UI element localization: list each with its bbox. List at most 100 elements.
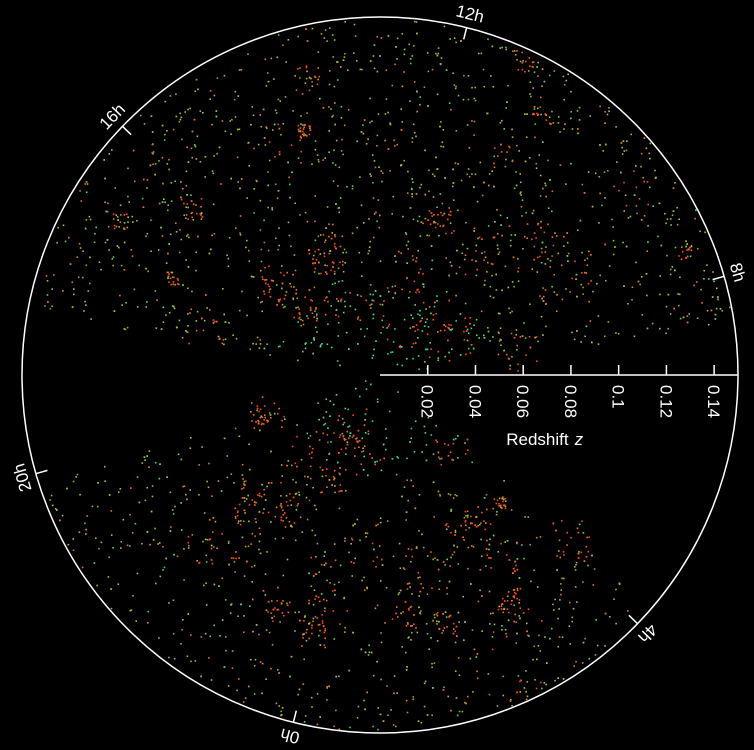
galaxy: [280, 133, 282, 136]
galaxy: [427, 416, 430, 419]
galaxy: [542, 141, 544, 143]
galaxy: [545, 246, 547, 248]
galaxy: [152, 152, 154, 155]
galaxy: [334, 485, 336, 487]
galaxy: [168, 602, 170, 604]
galaxy: [416, 289, 418, 291]
galaxy: [410, 437, 412, 440]
galaxy: [376, 398, 379, 401]
galaxy: [211, 234, 213, 237]
galaxy: [299, 619, 301, 622]
galaxy: [418, 595, 420, 597]
galaxy: [168, 273, 170, 275]
galaxy: [577, 552, 580, 555]
galaxy: [221, 577, 223, 579]
galaxy: [123, 269, 126, 271]
galaxy: [195, 320, 198, 322]
galaxy: [511, 128, 513, 131]
galaxy: [202, 112, 204, 114]
galaxy: [346, 185, 348, 188]
galaxy: [82, 276, 84, 279]
galaxy: [294, 202, 296, 205]
galaxy: [238, 503, 241, 506]
galaxy: [448, 102, 451, 104]
galaxy: [265, 279, 268, 281]
galaxy: [431, 714, 433, 716]
galaxy: [456, 546, 459, 548]
galaxy: [436, 614, 439, 617]
galaxy: [518, 150, 520, 152]
galaxy: [490, 557, 492, 559]
galaxy: [708, 323, 710, 326]
galaxy: [413, 81, 416, 83]
galaxy: [454, 531, 457, 534]
galaxy: [400, 108, 402, 110]
galaxy: [150, 510, 153, 513]
galaxy: [589, 115, 591, 117]
galaxy: [106, 210, 109, 213]
galaxy: [453, 199, 455, 201]
galaxy: [540, 96, 542, 99]
galaxy: [107, 202, 109, 205]
galaxy: [294, 611, 297, 614]
galaxy: [497, 253, 500, 255]
galaxy: [197, 88, 199, 91]
galaxy: [457, 611, 460, 614]
galaxy: [421, 330, 424, 332]
galaxy: [172, 276, 174, 278]
galaxy: [291, 525, 293, 528]
galaxy: [176, 326, 178, 329]
galaxy: [479, 589, 481, 592]
galaxy: [196, 560, 198, 562]
galaxy: [627, 217, 630, 219]
galaxy: [592, 584, 595, 586]
galaxy: [262, 512, 264, 514]
galaxy: [392, 195, 394, 198]
galaxy: [163, 198, 165, 200]
galaxy: [356, 440, 359, 443]
galaxy: [299, 139, 301, 142]
galaxy: [64, 240, 67, 243]
galaxy: [277, 34, 280, 36]
galaxy: [290, 655, 293, 658]
galaxy: [706, 309, 709, 312]
galaxy: [521, 51, 523, 54]
galaxy: [679, 276, 681, 279]
galaxy: [501, 625, 503, 627]
galaxy: [267, 420, 269, 422]
galaxy: [310, 696, 313, 699]
galaxy: [113, 224, 116, 227]
galaxy: [341, 490, 343, 492]
galaxy: [315, 314, 318, 317]
galaxy: [234, 90, 237, 93]
galaxy: [122, 518, 125, 521]
galaxy: [481, 252, 483, 254]
galaxy: [423, 425, 426, 428]
galaxy: [107, 576, 110, 578]
galaxy: [447, 218, 449, 221]
galaxy: [471, 629, 474, 631]
galaxy: [497, 155, 499, 157]
galaxy: [349, 726, 351, 729]
galaxy: [620, 171, 622, 174]
galaxy: [213, 624, 215, 627]
galaxy: [511, 136, 514, 138]
galaxy: [438, 620, 440, 623]
galaxy: [428, 169, 430, 172]
galaxy: [487, 673, 490, 675]
galaxy: [248, 165, 250, 167]
galaxy: [577, 132, 579, 135]
galaxy: [335, 675, 337, 678]
galaxy: [431, 68, 434, 71]
galaxy: [84, 300, 86, 303]
galaxy: [334, 594, 336, 596]
galaxy: [225, 636, 227, 638]
galaxy: [192, 203, 195, 206]
galaxy: [120, 547, 122, 549]
galaxy: [374, 166, 377, 169]
galaxy: [437, 359, 439, 362]
galaxy: [555, 235, 558, 237]
galaxy: [350, 561, 353, 563]
galaxy: [322, 234, 325, 236]
galaxy: [516, 597, 518, 600]
